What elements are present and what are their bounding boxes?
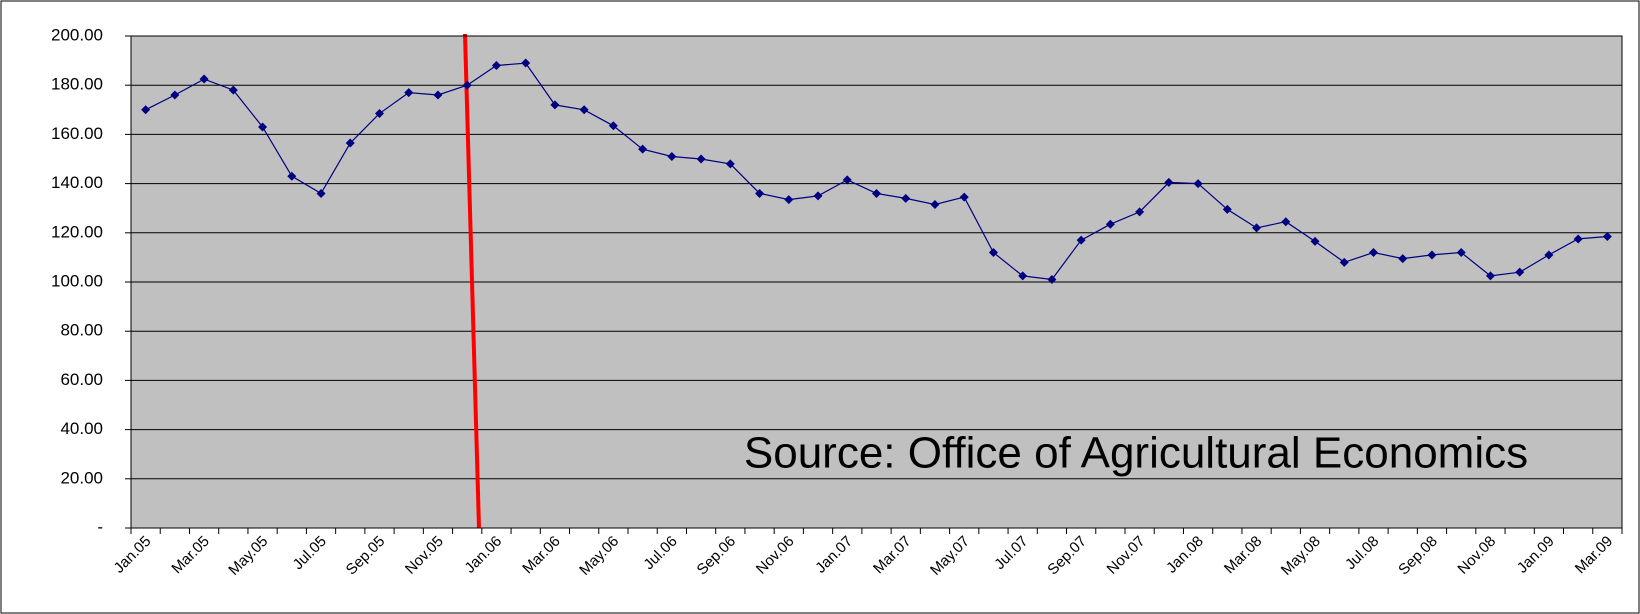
data-point [170, 90, 180, 100]
y-tick-label: 100.00 [51, 271, 103, 290]
data-point [579, 105, 589, 115]
data-point [1456, 247, 1466, 257]
series [141, 58, 1612, 285]
data-point [375, 108, 384, 118]
y-tick-label: - [97, 517, 103, 536]
data-point [725, 159, 735, 169]
y-tick-label: 200.00 [51, 25, 103, 44]
y-tick-label: 120.00 [51, 222, 103, 241]
y-tick-label: 20.00 [60, 468, 103, 487]
data-point [667, 152, 677, 162]
data-point [755, 188, 765, 198]
y-tick-label: 160.00 [51, 124, 103, 143]
data-point [1398, 254, 1408, 264]
data-point [1515, 267, 1525, 277]
marker-line [463, 33, 481, 529]
y-tick-label: 180.00 [51, 75, 103, 94]
data-point [141, 105, 151, 115]
data-point [1544, 250, 1554, 260]
data-point [1310, 236, 1320, 246]
data-point [988, 247, 998, 257]
source-annotation: Source: Office of Agricultural Economics [744, 429, 1528, 478]
data-point [872, 188, 881, 198]
data-point [258, 122, 268, 132]
data-point [930, 200, 940, 210]
data-point [550, 100, 560, 110]
data-point [813, 191, 823, 201]
data-point [521, 58, 531, 68]
data-point [1193, 179, 1203, 189]
data-point [608, 121, 618, 131]
data-point [1281, 217, 1291, 227]
y-tick-label: 60.00 [60, 370, 103, 389]
data-point [1047, 275, 1057, 285]
data-point [1164, 177, 1174, 187]
data-point [901, 193, 911, 203]
data-point [404, 88, 414, 98]
data-point [1602, 231, 1612, 241]
data-point [638, 144, 648, 154]
data-point [1573, 234, 1583, 244]
data-point [1222, 204, 1232, 214]
data-point [842, 175, 852, 185]
data-point [1427, 250, 1437, 260]
data-point [1252, 223, 1262, 233]
data-point [1076, 235, 1086, 245]
data-point [959, 192, 969, 202]
data-point [1369, 247, 1378, 257]
data-point [1339, 257, 1349, 267]
y-tick-label: 80.00 [60, 321, 103, 340]
data-point [345, 138, 355, 148]
y-tick-label: 140.00 [51, 173, 103, 192]
data-point [433, 90, 443, 100]
data-point [199, 74, 209, 84]
data-point [1135, 207, 1145, 217]
data-point [1105, 219, 1115, 229]
data-point [462, 80, 472, 90]
data-point [1018, 271, 1028, 281]
data-point [1485, 271, 1495, 281]
data-point [287, 171, 297, 181]
data-point [316, 188, 326, 198]
y-tick-label: 40.00 [60, 419, 103, 438]
data-point [696, 154, 706, 164]
data-point [228, 85, 238, 95]
data-point [784, 195, 794, 205]
data-point [491, 61, 501, 71]
